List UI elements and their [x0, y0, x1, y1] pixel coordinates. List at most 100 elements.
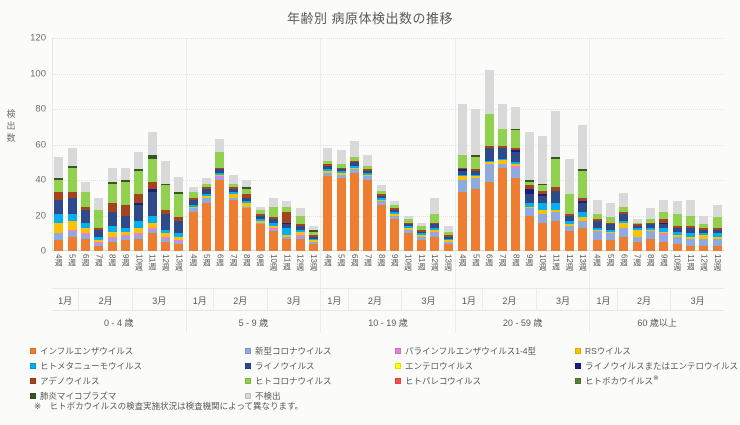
- legend-item[interactable]: ヒトパレコウイルス: [395, 373, 575, 388]
- stacked-bar[interactable]: [120, 167, 130, 251]
- bar-slot[interactable]: [576, 38, 589, 251]
- bar-slot[interactable]: [321, 38, 334, 251]
- stacked-bar[interactable]: [242, 180, 252, 251]
- bar-slot[interactable]: [240, 38, 253, 251]
- bar-slot[interactable]: [711, 38, 724, 251]
- stacked-bar[interactable]: [228, 174, 238, 251]
- bar-slot[interactable]: [227, 38, 240, 251]
- stacked-bar[interactable]: [659, 199, 669, 251]
- bar-slot[interactable]: [159, 38, 172, 251]
- legend-item[interactable]: インフルエンザウイルス: [30, 343, 245, 358]
- stacked-bar[interactable]: [484, 70, 494, 251]
- bar-slot[interactable]: [105, 38, 118, 251]
- legend-item[interactable]: 不検出: [245, 388, 395, 403]
- bar-slot[interactable]: [684, 38, 697, 251]
- stacked-bar[interactable]: [80, 181, 90, 251]
- bar-slot[interactable]: [563, 38, 576, 251]
- legend-item[interactable]: 肺炎マイコプラズマ: [30, 388, 245, 403]
- stacked-bar[interactable]: [498, 103, 508, 251]
- bar-slot[interactable]: [92, 38, 105, 251]
- stacked-bar[interactable]: [350, 141, 360, 251]
- stacked-bar[interactable]: [323, 148, 333, 251]
- stacked-bar[interactable]: [672, 201, 682, 251]
- stacked-bar[interactable]: [295, 208, 305, 251]
- stacked-bar[interactable]: [686, 199, 696, 251]
- bar-slot[interactable]: [348, 38, 361, 251]
- bar-slot[interactable]: [604, 38, 617, 251]
- stacked-bar[interactable]: [511, 107, 521, 251]
- bar-slot[interactable]: [428, 38, 441, 251]
- legend-item[interactable]: ライノウイルス: [245, 358, 395, 373]
- stacked-bar[interactable]: [336, 149, 346, 251]
- bar-slot[interactable]: [657, 38, 670, 251]
- stacked-bar[interactable]: [376, 185, 386, 251]
- bar-slot[interactable]: [361, 38, 374, 251]
- stacked-bar[interactable]: [363, 155, 373, 251]
- bar-slot[interactable]: [172, 38, 185, 251]
- bar-slot[interactable]: [213, 38, 226, 251]
- stacked-bar[interactable]: [712, 204, 722, 251]
- stacked-bar[interactable]: [161, 160, 171, 251]
- stacked-bar[interactable]: [134, 151, 144, 251]
- stacked-bar[interactable]: [67, 148, 77, 251]
- stacked-bar[interactable]: [564, 158, 574, 251]
- stacked-bar[interactable]: [174, 176, 184, 251]
- stacked-bar[interactable]: [457, 103, 467, 251]
- stacked-bar[interactable]: [471, 109, 481, 251]
- bar-slot[interactable]: [79, 38, 92, 251]
- stacked-bar[interactable]: [215, 139, 225, 251]
- bar-slot[interactable]: [523, 38, 536, 251]
- bar-slot[interactable]: [65, 38, 78, 251]
- bar-slot[interactable]: [388, 38, 401, 251]
- stacked-bar[interactable]: [282, 201, 292, 251]
- stacked-bar[interactable]: [147, 132, 157, 251]
- stacked-bar[interactable]: [632, 219, 642, 251]
- bar-slot[interactable]: [644, 38, 657, 251]
- bar-slot[interactable]: [401, 38, 414, 251]
- stacked-bar[interactable]: [551, 110, 561, 251]
- bar-slot[interactable]: [132, 38, 145, 251]
- legend-item[interactable]: ヒトメタニューモウイルス: [30, 358, 245, 373]
- legend-item[interactable]: ヒトコロナウイルス: [245, 373, 395, 388]
- bar-slot[interactable]: [307, 38, 320, 251]
- legend-item[interactable]: パラインフルエンザウイルス1-4型: [395, 343, 575, 358]
- stacked-bar[interactable]: [268, 197, 278, 251]
- stacked-bar[interactable]: [202, 178, 212, 251]
- stacked-bar[interactable]: [403, 215, 413, 251]
- bar-slot[interactable]: [146, 38, 159, 251]
- bar-slot[interactable]: [375, 38, 388, 251]
- stacked-bar[interactable]: [699, 215, 709, 251]
- stacked-bar[interactable]: [645, 208, 655, 251]
- bar-slot[interactable]: [280, 38, 293, 251]
- bar-slot[interactable]: [617, 38, 630, 251]
- bar-slot[interactable]: [415, 38, 428, 251]
- bar-slot[interactable]: [253, 38, 266, 251]
- bar-slot[interactable]: [52, 38, 65, 251]
- stacked-bar[interactable]: [309, 226, 318, 251]
- legend-item[interactable]: アデノウイルス: [30, 373, 245, 388]
- stacked-bar[interactable]: [430, 197, 440, 251]
- stacked-bar[interactable]: [94, 197, 104, 251]
- bar-slot[interactable]: [187, 38, 200, 251]
- stacked-bar[interactable]: [107, 167, 117, 251]
- stacked-bar[interactable]: [54, 156, 64, 251]
- bar-slot[interactable]: [456, 38, 469, 251]
- stacked-bar[interactable]: [619, 192, 629, 251]
- bar-slot[interactable]: [671, 38, 684, 251]
- bar-slot[interactable]: [496, 38, 509, 251]
- stacked-bar[interactable]: [390, 201, 400, 251]
- stacked-bar[interactable]: [592, 199, 602, 251]
- stacked-bar[interactable]: [443, 226, 453, 251]
- legend-item[interactable]: 新型コロナウイルス: [245, 343, 395, 358]
- bar-slot[interactable]: [483, 38, 496, 251]
- bar-slot[interactable]: [119, 38, 132, 251]
- stacked-bar[interactable]: [605, 203, 615, 251]
- bar-slot[interactable]: [590, 38, 603, 251]
- bar-slot[interactable]: [441, 38, 454, 251]
- bar-slot[interactable]: [267, 38, 280, 251]
- stacked-bar[interactable]: [416, 222, 426, 251]
- bar-slot[interactable]: [697, 38, 710, 251]
- bar-slot[interactable]: [200, 38, 213, 251]
- legend-item[interactable]: エンテロウイルス: [395, 358, 575, 373]
- legend-item[interactable]: RSウイルス: [575, 343, 720, 358]
